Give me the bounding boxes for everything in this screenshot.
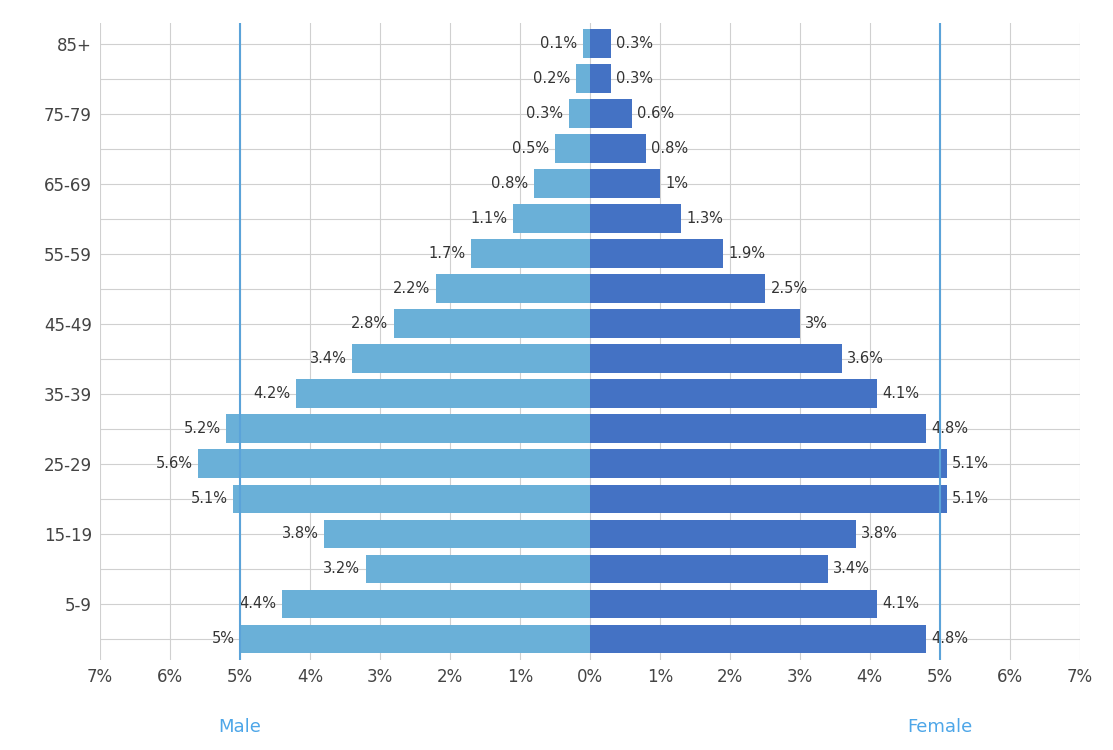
Bar xyxy=(590,484,947,513)
Bar xyxy=(534,170,590,198)
Bar xyxy=(590,554,828,584)
Text: 4.2%: 4.2% xyxy=(254,386,290,401)
Text: 0.3%: 0.3% xyxy=(617,71,653,86)
Bar xyxy=(590,415,926,443)
Bar xyxy=(366,554,590,584)
Text: 0.5%: 0.5% xyxy=(512,141,550,156)
Text: Female: Female xyxy=(907,718,973,736)
Text: 5%: 5% xyxy=(211,632,235,646)
Bar xyxy=(590,310,800,338)
Bar xyxy=(436,274,590,303)
Text: 0.3%: 0.3% xyxy=(617,36,653,51)
Text: 4.4%: 4.4% xyxy=(239,596,276,611)
Text: 2.5%: 2.5% xyxy=(770,281,808,296)
Text: 5.1%: 5.1% xyxy=(190,491,227,506)
Text: 0.1%: 0.1% xyxy=(540,36,578,51)
Text: 0.8%: 0.8% xyxy=(491,176,529,191)
Text: 1.1%: 1.1% xyxy=(471,211,508,226)
Bar xyxy=(590,204,681,233)
Text: 3.6%: 3.6% xyxy=(847,351,884,366)
Bar xyxy=(240,625,590,653)
Text: 5.1%: 5.1% xyxy=(953,456,989,471)
Bar xyxy=(590,29,611,58)
Bar xyxy=(282,590,590,618)
Text: 4.8%: 4.8% xyxy=(932,632,968,646)
Bar xyxy=(324,520,590,548)
Bar xyxy=(590,134,646,163)
Bar xyxy=(575,64,590,93)
Text: 2.8%: 2.8% xyxy=(352,316,388,332)
Text: 5.2%: 5.2% xyxy=(184,422,220,436)
Bar xyxy=(590,344,841,374)
Bar xyxy=(590,520,856,548)
Bar xyxy=(590,380,877,408)
Text: 4.1%: 4.1% xyxy=(883,596,919,611)
Bar xyxy=(394,310,590,338)
Text: 3.8%: 3.8% xyxy=(282,526,318,542)
Bar xyxy=(590,99,632,128)
Bar xyxy=(590,274,765,303)
Bar xyxy=(590,590,877,618)
Text: 3%: 3% xyxy=(806,316,828,332)
Bar xyxy=(590,625,926,653)
Text: 4.8%: 4.8% xyxy=(932,422,968,436)
Bar xyxy=(471,239,590,268)
Text: 3.2%: 3.2% xyxy=(324,562,361,577)
Bar xyxy=(296,380,590,408)
Text: 1.7%: 1.7% xyxy=(429,246,465,261)
Bar xyxy=(583,29,590,58)
Bar xyxy=(555,134,590,163)
Text: Male: Male xyxy=(218,718,262,736)
Bar xyxy=(590,170,660,198)
Text: 3.4%: 3.4% xyxy=(309,351,346,366)
Text: 1.9%: 1.9% xyxy=(728,246,766,261)
Text: 1.3%: 1.3% xyxy=(687,211,723,226)
Text: 0.6%: 0.6% xyxy=(638,106,674,121)
Text: 3.4%: 3.4% xyxy=(834,562,870,577)
Bar xyxy=(513,204,590,233)
Bar xyxy=(352,344,590,374)
Text: 4.1%: 4.1% xyxy=(883,386,919,401)
Bar xyxy=(569,99,590,128)
Text: 5.1%: 5.1% xyxy=(953,491,989,506)
Text: 2.2%: 2.2% xyxy=(393,281,431,296)
Bar xyxy=(198,449,590,478)
Bar xyxy=(590,239,722,268)
Text: 0.3%: 0.3% xyxy=(526,106,563,121)
Bar xyxy=(590,449,947,478)
Bar xyxy=(590,64,611,93)
Text: 0.2%: 0.2% xyxy=(533,71,570,86)
Text: 3.8%: 3.8% xyxy=(861,526,898,542)
Text: 1%: 1% xyxy=(666,176,689,191)
Text: 5.6%: 5.6% xyxy=(156,456,193,471)
Text: 0.8%: 0.8% xyxy=(651,141,689,156)
Bar xyxy=(226,415,590,443)
Bar xyxy=(233,484,590,513)
